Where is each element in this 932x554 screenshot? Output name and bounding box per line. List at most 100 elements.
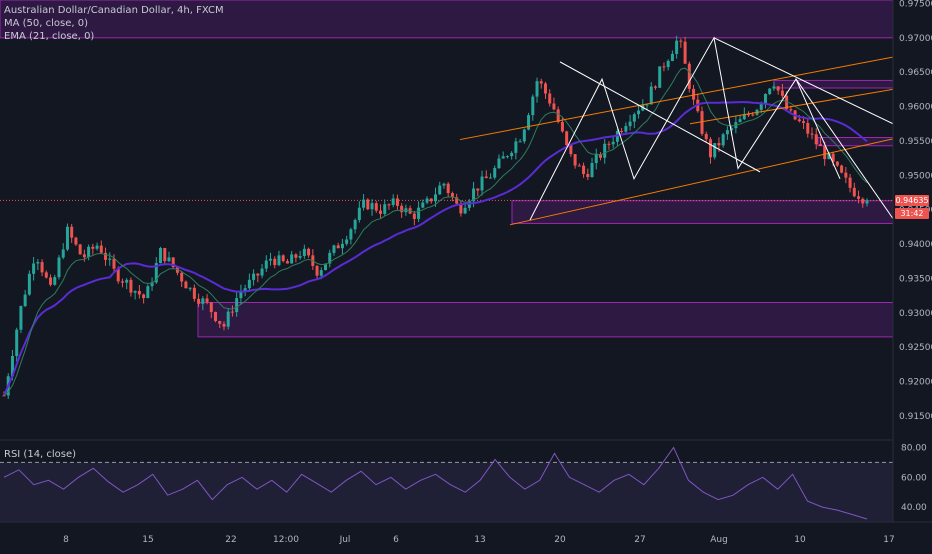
candle-body	[683, 41, 687, 64]
candle-body	[522, 129, 526, 142]
candle-body	[49, 277, 53, 285]
candle-body	[844, 172, 848, 178]
candle-body	[459, 203, 463, 214]
candle-body	[603, 143, 607, 158]
candle-body	[142, 294, 146, 299]
candle-body	[167, 257, 171, 262]
channel-line	[689, 88, 894, 125]
candle-body	[713, 143, 717, 158]
ma-legend[interactable]: MA (50, close, 0)	[4, 18, 89, 29]
candle-body	[129, 279, 133, 293]
rsi-legend[interactable]: RSI (14, close)	[4, 449, 77, 460]
candle-body	[704, 133, 708, 140]
candle-body	[670, 53, 674, 61]
candle-body	[620, 131, 624, 133]
symbol-legend[interactable]: Australian Dollar/Canadian Dollar, 4h, F…	[4, 5, 224, 16]
candle-body	[192, 287, 196, 299]
last-price-tag: 0.94635	[895, 195, 929, 206]
candle-body	[611, 141, 615, 145]
candle-body	[10, 356, 14, 377]
candle-body	[197, 298, 201, 304]
time-tick-label: Aug	[710, 535, 728, 545]
rsi-tick-label: 40.00	[901, 503, 927, 513]
candle-body	[560, 121, 564, 132]
candle-body	[615, 131, 619, 142]
candle-body	[721, 134, 725, 146]
candle-body	[205, 298, 209, 303]
candle-body	[556, 109, 560, 122]
candle-body	[594, 154, 598, 164]
candle-body	[797, 119, 801, 122]
candle-body	[573, 154, 577, 166]
time-tick-label: 17	[883, 535, 894, 545]
candle-body	[247, 279, 251, 289]
support-resistance-zone	[0, 0, 894, 39]
candle-body	[137, 290, 141, 295]
rsi-tick-label: 60.00	[901, 473, 927, 483]
candle-body	[383, 204, 387, 214]
candle-body	[154, 263, 158, 283]
candle-body	[61, 249, 65, 258]
channel-line	[459, 56, 894, 141]
time-tick-label: 6	[393, 535, 399, 545]
candle-body	[357, 207, 361, 221]
candle-body	[340, 243, 344, 249]
candle-body	[290, 254, 294, 264]
candle-body	[442, 183, 446, 186]
time-tick-label: 10	[794, 535, 806, 545]
candle-body	[586, 174, 590, 178]
candle-body	[78, 244, 82, 255]
candle-body	[70, 226, 74, 238]
rsi-tick-label: 80.00	[901, 443, 927, 453]
candle-body	[708, 139, 712, 158]
candle-body	[256, 273, 260, 276]
candle-body	[472, 188, 476, 202]
candle-body	[598, 154, 602, 158]
candle-body	[146, 286, 150, 299]
candle-body	[345, 239, 349, 244]
candle-body	[125, 279, 129, 283]
candle-body	[74, 237, 78, 245]
time-tick-label: 22	[225, 535, 236, 545]
time-tick-label: 12:00	[273, 535, 299, 545]
candle-body	[780, 90, 784, 96]
candle-body	[789, 109, 793, 111]
candle-body	[675, 40, 679, 54]
candle-body	[150, 282, 154, 287]
candle-body	[738, 119, 742, 123]
candle-body	[632, 114, 636, 122]
candle-body	[171, 257, 175, 268]
candle-body	[91, 246, 95, 249]
candle-body	[831, 153, 835, 162]
candle-body	[763, 93, 767, 104]
candle-body	[785, 95, 789, 110]
candle-body	[818, 144, 822, 146]
candle-body	[269, 258, 273, 261]
candle-body	[281, 255, 285, 262]
candle-body	[450, 193, 454, 198]
candle-body	[806, 123, 810, 134]
ema-legend[interactable]: EMA (21, close, 0)	[4, 31, 95, 42]
candle-body	[501, 156, 505, 159]
candle-body	[23, 294, 27, 307]
candle-body	[607, 143, 611, 145]
candle-body	[802, 121, 806, 124]
candle-body	[848, 177, 852, 188]
candle-body	[264, 260, 268, 269]
candle-body	[852, 187, 856, 197]
time-tick-label: Jul	[339, 535, 351, 545]
candle-body	[463, 207, 467, 214]
candle-body	[349, 229, 353, 240]
trend-line	[795, 78, 894, 219]
candle-body	[548, 93, 552, 104]
trend-line	[713, 37, 894, 125]
candle-body	[505, 156, 509, 158]
candle-body	[455, 197, 459, 204]
